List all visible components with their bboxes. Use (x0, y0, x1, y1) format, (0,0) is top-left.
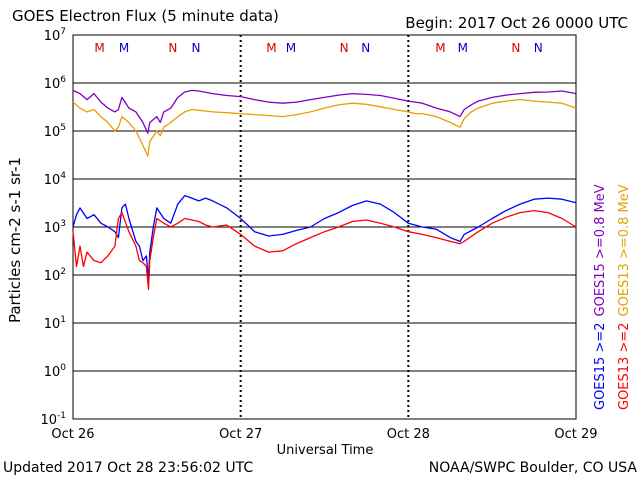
y-tick-label: 104 (44, 171, 67, 188)
y-tick-label: 106 (44, 75, 67, 92)
y-tick-label: 101 (44, 315, 66, 332)
orbit-marker: N (340, 41, 349, 55)
x-tick-label: Oct 29 (554, 427, 597, 442)
y-tick-base: 10 (44, 269, 61, 284)
y-tick-exponent: 0 (60, 363, 66, 373)
series-line (72, 89, 577, 134)
y-tick-base: 10 (44, 173, 61, 188)
grid-layer (73, 82, 576, 372)
updated-time: Updated 2017 Oct 28 23:56:02 UTC (3, 460, 254, 476)
orbit-marker: M (435, 41, 445, 55)
y-tick-base: 10 (44, 29, 61, 44)
series-layer (72, 89, 577, 291)
legend-entry: GOES13 >=0.8 MeV (617, 184, 632, 316)
y-tick-base: 10 (40, 413, 57, 428)
y-tick-label: 102 (44, 267, 66, 284)
y-tick-base: 10 (44, 77, 61, 92)
x-tick-labels: Oct 26 Oct 27 Oct 28 Oct 29 (51, 427, 597, 442)
y-tick-exponent: 3 (60, 219, 66, 229)
orbit-marker: N (534, 41, 543, 55)
x-axis-label: Universal Time (277, 443, 374, 458)
y-tick-label: 103 (44, 219, 66, 236)
series-line (72, 209, 577, 291)
y-tick-exponent: 5 (60, 123, 66, 133)
x-tick-label: Oct 28 (387, 427, 430, 442)
begin-date: Begin: 2017 Oct 26 0000 UTC (405, 14, 628, 32)
series-line (72, 194, 577, 281)
y-tick-exponent: 7 (60, 27, 66, 37)
orbit-marker: M (286, 41, 296, 55)
y-axis-label-text: Particles cm-2 s-1 sr-1 (6, 157, 24, 323)
y-tick-exponent: 2 (60, 267, 66, 277)
y-tick-label: 10-1 (40, 411, 66, 428)
legend-entry-group: GOES13 >=2 GOES13 >=0.8 MeV (617, 184, 632, 410)
credit-text: NOAA/SWPC Boulder, CO USA (428, 460, 637, 476)
legend-entry: GOES15 >=0.8 MeV (593, 184, 608, 316)
legend-entry: GOES13 >=2 (617, 322, 632, 410)
series-line (72, 98, 577, 157)
y-tick-base: 10 (44, 317, 61, 332)
orbit-marker: N (168, 41, 177, 55)
orbit-marker: M (94, 41, 104, 55)
y-tick-exponent: 1 (60, 315, 66, 325)
orbit-marker: M (266, 41, 276, 55)
orbit-marker: M (458, 41, 468, 55)
orbit-marker: M (119, 41, 129, 55)
chart-title: GOES Electron Flux (5 minute data) (12, 7, 279, 25)
orbit-marker: N (191, 41, 200, 55)
y-tick-base: 10 (44, 221, 61, 236)
x-tick-label: Oct 27 (219, 427, 262, 442)
orbit-marker: N (361, 41, 370, 55)
y-tick-label: 105 (44, 123, 66, 140)
legend-entry-group: GOES15 >=2 GOES15 >=0.8 MeV (593, 184, 608, 410)
orbit-marker: N (511, 41, 520, 55)
y-tick-base: 10 (44, 125, 61, 140)
day-boundaries (239, 35, 410, 419)
legend-entry: GOES15 >=2 (593, 322, 608, 410)
x-tick-label: Oct 26 (51, 427, 94, 442)
y-tick-base: 10 (44, 365, 61, 380)
y-tick-label: 107 (44, 27, 66, 44)
y-tick-exponent: 4 (60, 171, 66, 181)
y-tick-exponent: -1 (57, 411, 66, 421)
y-tick-exponent: 6 (60, 75, 66, 85)
y-axis-label: Particles cm-2 s-1 sr-1 (6, 157, 24, 323)
y-tick-label: 100 (44, 363, 67, 380)
